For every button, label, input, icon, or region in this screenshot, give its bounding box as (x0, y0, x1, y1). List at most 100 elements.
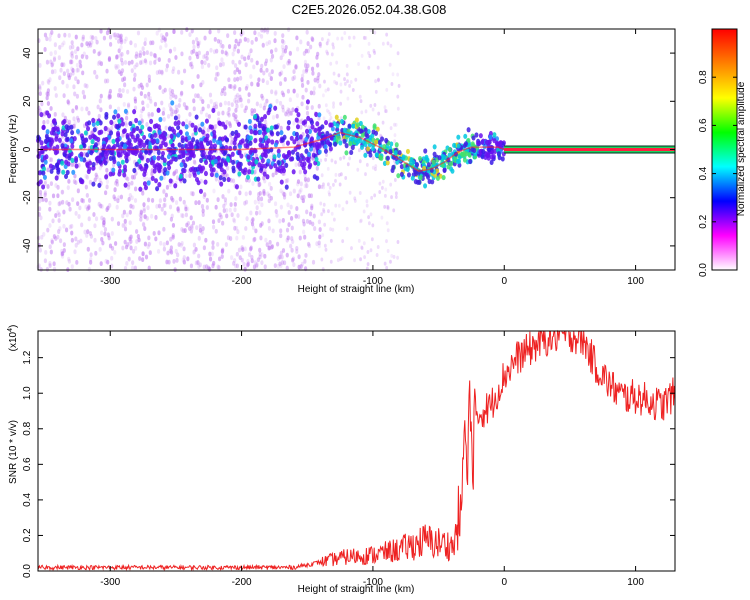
snr-ytick-label: 0.2 (22, 528, 33, 542)
noise-dot (225, 165, 230, 171)
noise-dot (162, 175, 166, 181)
noise-dot (369, 103, 373, 108)
noise-dot (119, 45, 123, 50)
noise-dot (184, 173, 188, 179)
noise-dot (47, 80, 51, 85)
noise-dot (182, 246, 186, 252)
noise-dot (179, 91, 183, 97)
noise-dot (250, 40, 254, 45)
band-dot (304, 136, 309, 142)
band-dot (102, 158, 107, 165)
band-dot (61, 169, 66, 175)
band-dot (149, 118, 154, 124)
noise-dot (115, 178, 119, 184)
noise-dot (85, 233, 89, 238)
band-dot (138, 186, 143, 192)
noise-dot (383, 193, 387, 198)
noise-dot (164, 67, 169, 73)
noise-dot (365, 199, 369, 204)
noise-dot (190, 61, 194, 67)
band-dot (260, 163, 265, 169)
noise-dot (106, 259, 110, 265)
band-dot (159, 175, 164, 181)
band-dot (480, 154, 485, 160)
noise-dot (57, 55, 61, 61)
noise-dot (75, 115, 80, 121)
noise-dot (124, 36, 128, 42)
band-dot (157, 182, 162, 188)
noise-dot (218, 212, 222, 218)
noise-dot (182, 199, 186, 205)
noise-dot (348, 190, 352, 195)
band-dot (190, 122, 195, 128)
noise-dot (275, 113, 279, 119)
noise-dot (123, 265, 128, 271)
noise-dot (38, 86, 42, 91)
noise-dot (334, 172, 338, 177)
noise-dot (267, 218, 271, 224)
noise-dot (80, 54, 84, 59)
noise-dot (65, 200, 69, 206)
band-dot (104, 114, 109, 120)
noise-dot (107, 57, 112, 63)
noise-dot (357, 62, 360, 67)
noise-dot (197, 40, 202, 46)
band-dot (145, 157, 150, 164)
noise-dot (370, 237, 374, 242)
noise-dot (147, 235, 151, 241)
band-dot (490, 154, 495, 160)
noise-dot (197, 200, 201, 205)
noise-dot (117, 48, 121, 54)
band-dot (211, 167, 216, 173)
band-dot (203, 179, 208, 185)
band-dot (456, 134, 461, 140)
noise-dot (274, 89, 278, 95)
noise-dot (113, 187, 117, 193)
noise-dot (238, 59, 242, 65)
band-dot (123, 108, 128, 114)
noise-dot (383, 261, 387, 266)
noise-dot (329, 238, 333, 243)
noise-dot (384, 109, 388, 114)
band-dot (309, 137, 314, 143)
noise-dot (232, 47, 236, 52)
noise-dot (288, 97, 292, 103)
band-dot (53, 150, 58, 156)
noise-dot (305, 105, 309, 111)
noise-dot (266, 191, 270, 197)
noise-dot (164, 125, 168, 131)
noise-dot (136, 234, 140, 239)
noise-dot (373, 102, 377, 107)
band-dot (238, 143, 243, 150)
band-dot (55, 144, 60, 150)
noise-dot (107, 95, 111, 100)
noise-dot (241, 247, 245, 252)
band-dot (209, 171, 214, 178)
noise-dot (312, 213, 316, 219)
band-dot (182, 178, 187, 184)
noise-dot (376, 65, 380, 70)
snr-xtick-label: -200 (232, 577, 252, 588)
band-dot (262, 151, 267, 158)
band-dot (192, 170, 197, 176)
noise-dot (345, 200, 349, 205)
noise-dot (325, 41, 329, 46)
noise-dot (153, 53, 157, 59)
noise-dot (115, 181, 120, 187)
noise-dot (221, 61, 225, 67)
band-dot (184, 124, 189, 130)
band-dot (333, 141, 338, 147)
noise-dot (80, 197, 84, 203)
noise-dot (145, 176, 149, 182)
noise-dot (270, 69, 274, 75)
band-dot (138, 128, 143, 134)
noise-dot (48, 263, 52, 269)
noise-dot (87, 205, 91, 211)
noise-dot (115, 54, 119, 60)
noise-dot (207, 114, 212, 119)
noise-dot (206, 103, 211, 109)
band-dot (179, 162, 184, 168)
noise-dot (360, 245, 364, 250)
noise-dot (201, 226, 205, 231)
band-dot (354, 117, 359, 123)
